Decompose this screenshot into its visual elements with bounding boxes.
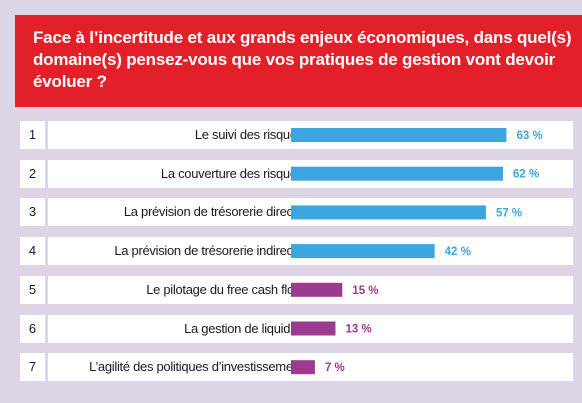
rank-number: 2: [28, 165, 37, 181]
rank-number: 1: [28, 127, 37, 142]
chart-title: Face à l’incertitude et aux grands enjeu…: [33, 28, 572, 91]
rank-cell: 6: [20, 314, 45, 343]
bar: [291, 166, 504, 181]
bar: [291, 205, 486, 220]
rank-cell: 2: [20, 159, 45, 188]
bar: [291, 321, 336, 336]
category-label: Le suivi des risques: [194, 127, 303, 142]
rank-cell: 3: [20, 198, 45, 227]
bar: [291, 244, 435, 259]
rank-number: 7: [28, 359, 37, 375]
category-label: L’agilité des politiques d’investissemen…: [89, 359, 303, 375]
data-label: 7 %: [325, 362, 345, 374]
data-label: 62 %: [513, 169, 539, 181]
category-label: La gestion de liquidité: [184, 320, 303, 336]
category-label: Le pilotage du free cash flow: [146, 281, 303, 297]
rank-number: 6: [28, 320, 37, 336]
chart-header: Face à l’incertitude et aux grands enjeu…: [15, 15, 582, 107]
rank-cell: 1: [20, 121, 45, 149]
data-label: 13 %: [345, 324, 371, 336]
rank-number: 5: [28, 281, 37, 297]
data-label: 57 %: [496, 207, 522, 219]
rank-cell: 5: [20, 275, 45, 304]
rank-cell: 4: [20, 237, 45, 266]
bar: [291, 360, 315, 375]
data-label: 63 %: [516, 130, 542, 142]
bar: [291, 128, 507, 142]
category-label: La prévision de trésorerie directe: [123, 204, 303, 220]
data-label: 42 %: [445, 246, 471, 258]
category-label: La prévision de trésorerie indirecte: [114, 243, 303, 259]
rank-number: 4: [28, 243, 37, 259]
data-label: 15 %: [352, 285, 378, 297]
rank-cell: 7: [20, 353, 45, 382]
bar: [291, 282, 343, 297]
rank-number: 3: [28, 204, 37, 220]
category-label: La couverture des risques: [160, 165, 303, 181]
